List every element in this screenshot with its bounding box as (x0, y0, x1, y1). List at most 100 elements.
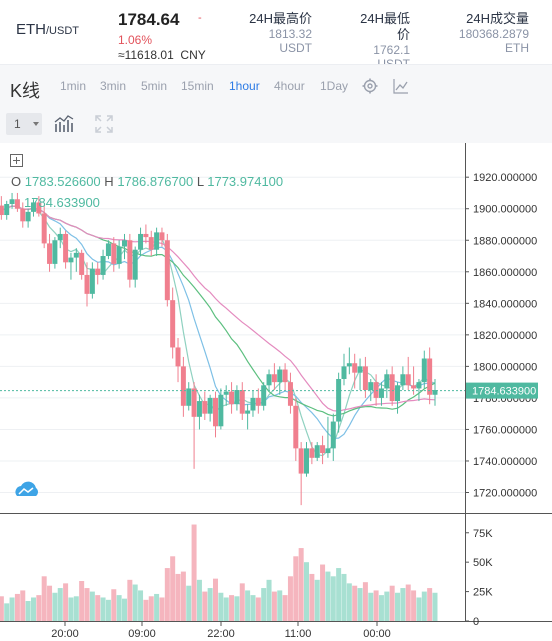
stat-unit: ETH (505, 41, 529, 55)
candle-body (282, 369, 288, 383)
tab-15min[interactable]: 15min (181, 79, 214, 93)
candle-body (298, 448, 304, 474)
volume-bar (330, 576, 336, 621)
volume-bar (191, 524, 197, 621)
candle-body (116, 246, 122, 264)
volume-bar (52, 592, 58, 621)
tab-4hour[interactable]: 4hour (274, 79, 305, 93)
volume-bar (143, 599, 149, 621)
tab-1min[interactable]: 1min (60, 79, 87, 93)
candle-body (154, 232, 160, 250)
quote-symbol: /USDT (46, 25, 79, 37)
logo-cloud-icon (15, 481, 38, 496)
fullscreen-icon[interactable] (94, 114, 114, 134)
volume-bar (186, 585, 192, 621)
volume-bar (170, 556, 176, 621)
volume-bar (234, 596, 240, 621)
candle-body (63, 233, 69, 263)
volume-bar (0, 596, 4, 621)
price-tick-label: 1860.000000 (473, 267, 537, 279)
base-symbol: ETH (16, 21, 46, 38)
volume-bar (79, 581, 85, 621)
candle-body (143, 233, 149, 238)
volume-bar (36, 595, 42, 621)
volume-bar (111, 589, 117, 621)
candle-body (304, 448, 310, 474)
candle-body (132, 249, 138, 280)
volume-bar (277, 590, 283, 621)
candle-body (95, 268, 101, 275)
volume-bar (159, 597, 165, 621)
candle-body (213, 397, 218, 427)
candle-body (234, 390, 240, 405)
volume-bar (105, 599, 111, 621)
tab-1hour[interactable]: 1hour (229, 79, 260, 93)
candle-body (47, 243, 53, 264)
line-chart-icon[interactable] (393, 78, 409, 94)
tab-5min[interactable]: 5min (141, 79, 168, 93)
candle-body (309, 448, 315, 458)
candle-body (79, 252, 85, 275)
volume-tick-label: 75K (473, 528, 493, 540)
stat-24h-volume: 24H成交量 180368.2879 ETH (459, 11, 529, 55)
candle-body (362, 366, 368, 391)
volume-bar (357, 588, 363, 621)
candle-body (400, 374, 406, 386)
stat-24h-low: 24H最低价 1762.1 USDT (348, 11, 410, 67)
volume-bar (373, 590, 379, 621)
candle-body (148, 237, 154, 250)
volume-bar (325, 571, 331, 621)
volume-bar (9, 597, 15, 621)
stat-unit: USDT (279, 41, 312, 55)
candle-body (411, 385, 417, 389)
crosshair-icon[interactable] (10, 154, 23, 167)
indicator-icon[interactable] (53, 114, 75, 134)
volume-bar (84, 588, 90, 621)
volume-bar (73, 596, 79, 621)
current-price-line: 1784.633900 (0, 382, 538, 399)
volume-bar (47, 585, 53, 621)
price-tick-label: 1820.000000 (473, 330, 537, 342)
candle-body (20, 208, 26, 222)
stat-value: 1762.1 (373, 43, 410, 57)
candle-body (250, 397, 256, 411)
volume-bar (213, 578, 218, 621)
volume-bar (255, 597, 261, 621)
volume-bar (202, 591, 208, 621)
chevron-down-icon (33, 122, 39, 126)
candle-body (416, 382, 422, 389)
volume-bar (411, 590, 417, 621)
candle-body (9, 199, 15, 204)
volume-tick-label: 50K (473, 557, 493, 569)
settings-icon[interactable] (362, 78, 378, 94)
volume-bar (196, 579, 202, 621)
candle-body (41, 213, 47, 244)
volume-bar (121, 598, 127, 621)
volume-bar (57, 588, 63, 621)
ma-line (0, 205, 436, 412)
candlestick-chart[interactable]: 1920.000000 1900.000000 1880.000000 1860.00… (0, 143, 552, 641)
candle-body (330, 421, 336, 449)
low-value: 1773.974100 (207, 174, 284, 189)
trading-pair[interactable]: ETH/USDT (16, 21, 79, 38)
volume-bar (148, 596, 154, 621)
candle-body (57, 233, 63, 241)
candle-body (357, 366, 363, 373)
tab-3min[interactable]: 3min (100, 79, 127, 93)
candle-body (336, 378, 342, 422)
stat-value: 1813.32 (268, 27, 312, 41)
market-header: ETH/USDT 1784.64 - 1.06% ≈11618.01 CNY 2… (0, 0, 552, 67)
price-axis: 1920.000000 1900.000000 1880.000000 1860.00… (0, 143, 552, 622)
candle-body (89, 268, 95, 294)
volume-bar (378, 595, 384, 621)
price-tick-label: 1840.000000 (473, 298, 537, 310)
volume-bar (432, 592, 438, 621)
volume-bar (384, 591, 390, 621)
chart-grid (0, 176, 465, 494)
volume-bar (116, 595, 122, 621)
tab-1day[interactable]: 1Day (320, 79, 349, 93)
candle-body (223, 391, 229, 395)
candle-body (314, 445, 320, 458)
interval-select[interactable]: 1 (6, 113, 42, 135)
candle-body (266, 374, 272, 386)
